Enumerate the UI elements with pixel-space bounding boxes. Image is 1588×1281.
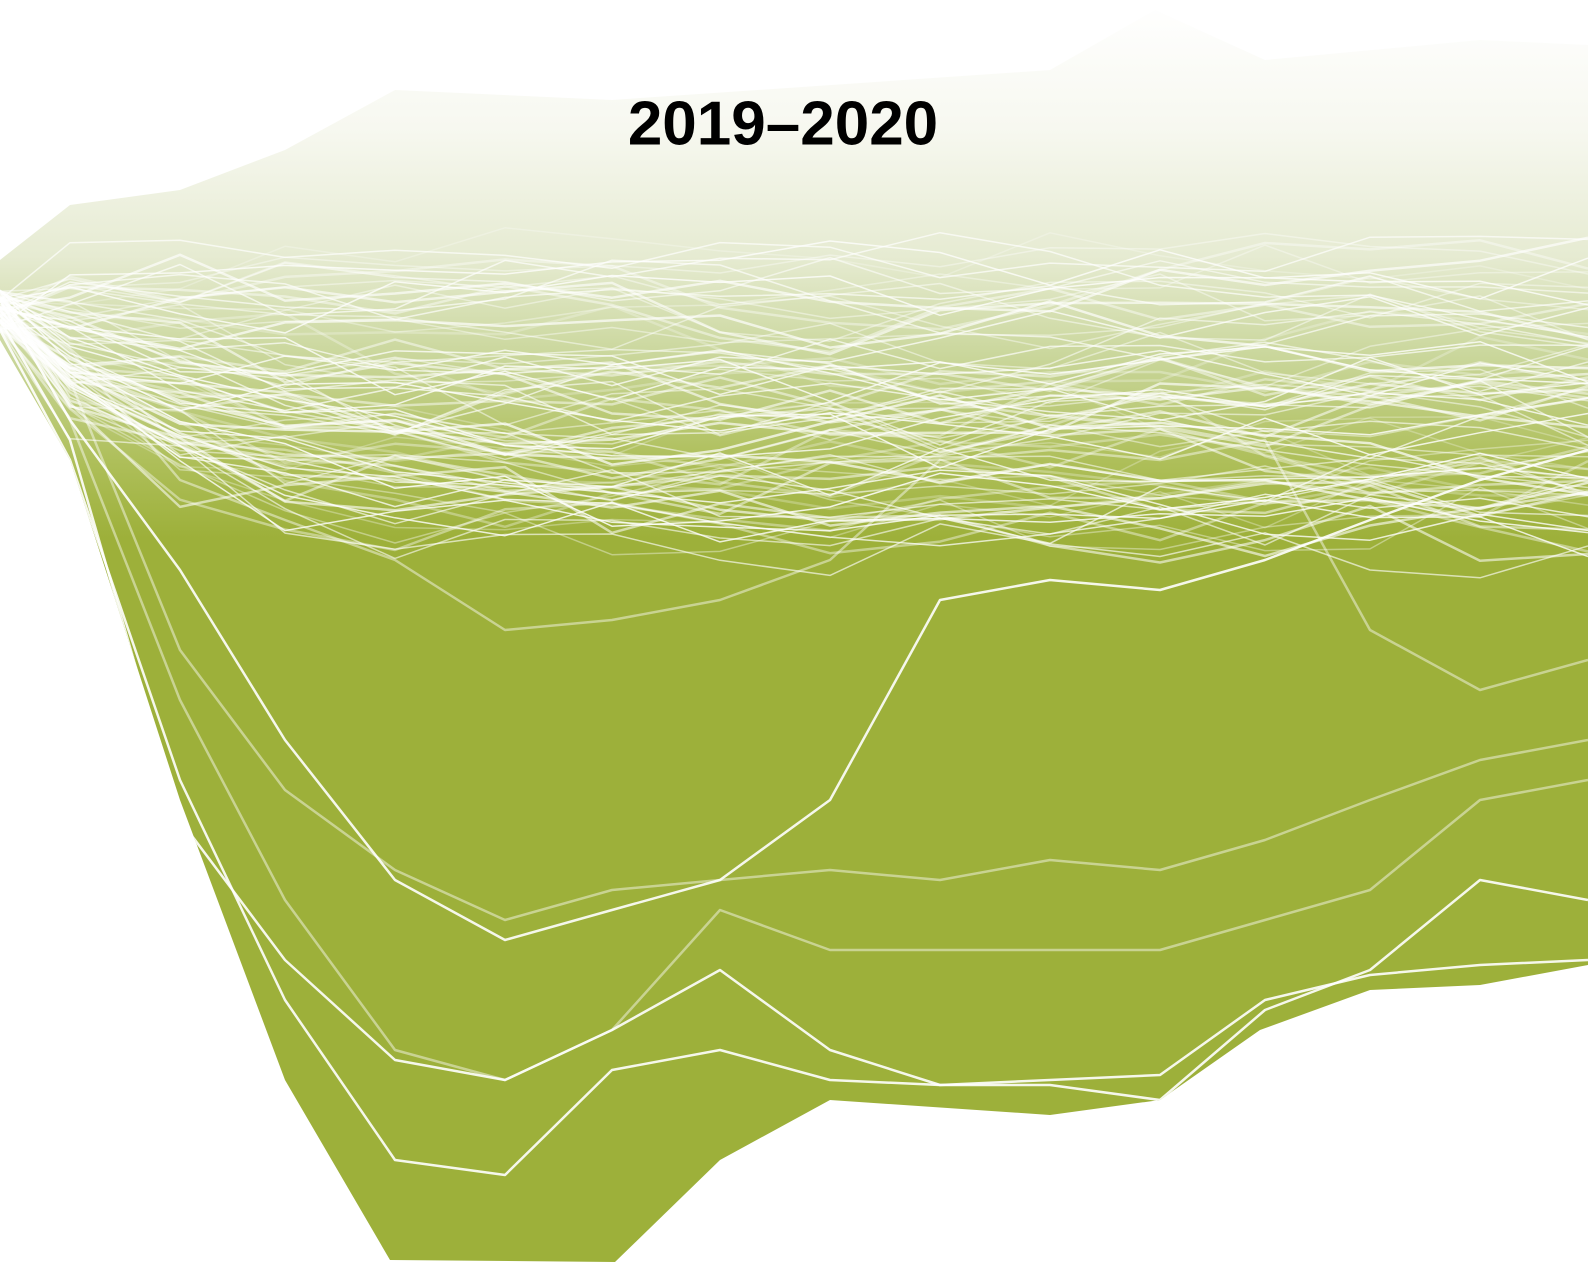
title: 2019–2020 [628, 89, 938, 158]
cover-art: 2019–2020 [0, 0, 1588, 1281]
green-area [0, 10, 1588, 1262]
page: 2019–2020 (() => { const data = JSON.par… [0, 0, 1588, 1281]
